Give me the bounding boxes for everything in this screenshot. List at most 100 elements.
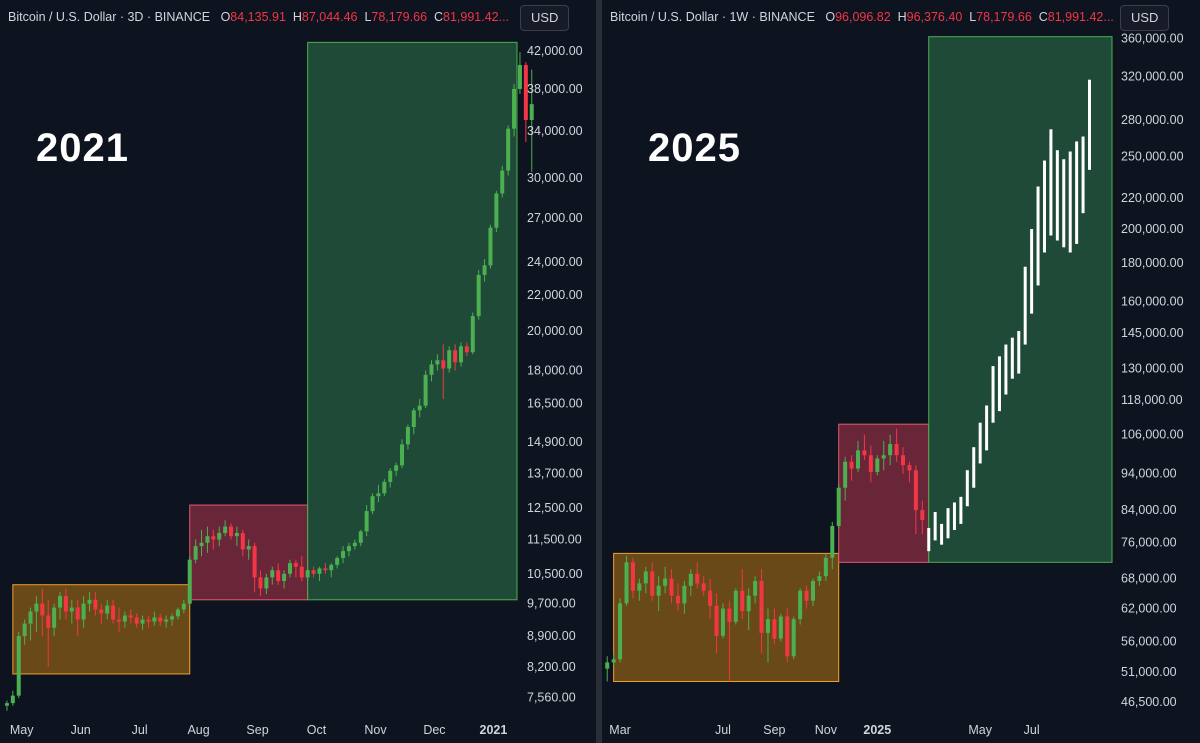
candle-body bbox=[341, 551, 346, 558]
candle-body bbox=[376, 493, 381, 497]
chart-panel-right[interactable]: 360,000.00 320,000.00 280,000.00 250,000.00… bbox=[602, 0, 1200, 743]
low-label: L bbox=[364, 10, 372, 24]
candle-body bbox=[682, 585, 687, 604]
candle-body bbox=[888, 444, 893, 456]
candle-body bbox=[170, 616, 175, 620]
candle-body bbox=[282, 573, 287, 582]
projection-bar bbox=[1068, 151, 1072, 253]
candle-body bbox=[650, 571, 655, 596]
y-tick-label: 11,500.00 bbox=[527, 532, 582, 546]
candle-body bbox=[817, 576, 822, 581]
candlestick-chart-right[interactable]: 360,000.00 320,000.00 280,000.00 250,000.00… bbox=[602, 0, 1200, 743]
candle-body bbox=[75, 607, 80, 620]
candle-body bbox=[875, 458, 880, 472]
projection-bar bbox=[991, 366, 995, 423]
x-tick-label: Jul bbox=[1024, 723, 1040, 737]
candle-body bbox=[772, 619, 777, 639]
zone-markup bbox=[928, 36, 1113, 563]
x-tick-label: Jun bbox=[71, 723, 91, 737]
candle-body bbox=[240, 532, 245, 550]
candle-body bbox=[87, 599, 92, 604]
close-label: C bbox=[1038, 10, 1048, 24]
candle-body bbox=[791, 619, 796, 657]
candle-body bbox=[164, 619, 169, 622]
candle-body bbox=[34, 603, 39, 612]
candle-body bbox=[464, 346, 469, 353]
candle-body bbox=[458, 346, 463, 363]
candle-body bbox=[352, 542, 357, 547]
high-value: 87,044.46 bbox=[301, 10, 358, 24]
candle-body bbox=[382, 481, 387, 494]
candle-body bbox=[152, 617, 157, 622]
y-tick-label: 24,000.00 bbox=[527, 255, 583, 269]
candle-body bbox=[400, 444, 405, 466]
y-tick-label: 51,000.00 bbox=[1121, 665, 1177, 679]
candle-body bbox=[494, 193, 499, 228]
candle-body bbox=[765, 619, 770, 633]
candle-body bbox=[785, 616, 790, 657]
candle-body bbox=[217, 532, 222, 540]
high-label: H bbox=[897, 10, 907, 24]
currency-button[interactable]: USD bbox=[1120, 5, 1170, 31]
candlestick-chart-left[interactable]: 42,000.00 38,000.00 34,000.00 30,000.00 27,0… bbox=[0, 0, 596, 743]
low-value: 78,179.66 bbox=[976, 10, 1032, 24]
candle-body bbox=[223, 526, 228, 533]
y-tick-label: 220,000.00 bbox=[1121, 191, 1184, 205]
y-tick-label: 62,000.00 bbox=[1121, 602, 1177, 616]
zone-markup bbox=[307, 41, 518, 601]
candle-body bbox=[611, 659, 616, 663]
y-tick-label: 8,900.00 bbox=[527, 629, 576, 643]
zone-accumulation bbox=[12, 584, 191, 675]
symbol-header-right: Bitcoin / U.S. Dollar · 1W · BINANCE O96… bbox=[610, 10, 1114, 24]
candle-body bbox=[500, 170, 505, 194]
candle-body bbox=[453, 350, 458, 363]
candle-body bbox=[146, 619, 151, 622]
currency-button[interactable]: USD bbox=[520, 5, 570, 31]
candle-body bbox=[99, 609, 104, 614]
y-tick-label: 22,000.00 bbox=[527, 288, 583, 302]
candle-body bbox=[630, 562, 635, 591]
high-value: 96,376.40 bbox=[906, 10, 963, 24]
candle-body bbox=[843, 461, 848, 488]
y-tick-label: 84,000.00 bbox=[1121, 503, 1177, 517]
candle-body bbox=[862, 450, 867, 456]
x-tick-label: Sep bbox=[763, 723, 785, 737]
y-tick-label: 320,000.00 bbox=[1121, 70, 1184, 84]
y-tick-label: 12,500.00 bbox=[527, 501, 583, 515]
projection-bar bbox=[1023, 266, 1027, 345]
candle-body bbox=[370, 496, 375, 512]
chart-panel-left[interactable]: 42,000.00 38,000.00 34,000.00 30,000.00 27,0… bbox=[0, 0, 596, 743]
y-tick-label: 38,000.00 bbox=[527, 82, 583, 96]
candle-body bbox=[663, 578, 668, 586]
candle-body bbox=[488, 227, 493, 266]
candle-body bbox=[901, 455, 906, 466]
x-tick-label: Sep bbox=[246, 723, 268, 737]
candle-body bbox=[193, 546, 198, 560]
candle-body bbox=[476, 274, 481, 317]
candle-body bbox=[134, 617, 139, 624]
candle-body bbox=[512, 88, 517, 129]
y-tick-label: 34,000.00 bbox=[527, 124, 583, 138]
candle-body bbox=[868, 455, 873, 472]
candle-body bbox=[920, 510, 925, 520]
open-value: 96,096.82 bbox=[835, 10, 891, 24]
candle-body bbox=[293, 563, 298, 567]
candle-body bbox=[506, 128, 511, 171]
candle-body bbox=[22, 623, 27, 637]
candle-body bbox=[913, 470, 918, 511]
y-tick-label: 118,000.00 bbox=[1121, 393, 1183, 407]
x-tick-label: Dec bbox=[423, 723, 445, 737]
projection-bar bbox=[952, 502, 956, 530]
candle-body bbox=[358, 531, 363, 543]
candle-body bbox=[205, 536, 210, 543]
candle-body bbox=[329, 564, 334, 571]
y-tick-label: 160,000.00 bbox=[1121, 294, 1184, 308]
panel-divider[interactable] bbox=[596, 0, 602, 743]
symbol-title: Bitcoin / U.S. Dollar · 1W · BINANCE bbox=[610, 10, 815, 24]
projection-bar bbox=[1081, 136, 1085, 214]
candle-body bbox=[778, 616, 783, 639]
y-tick-label: 42,000.00 bbox=[527, 44, 583, 58]
x-tick-label: May bbox=[10, 723, 34, 737]
projection-bar bbox=[1055, 150, 1059, 241]
candle-body bbox=[40, 603, 45, 616]
